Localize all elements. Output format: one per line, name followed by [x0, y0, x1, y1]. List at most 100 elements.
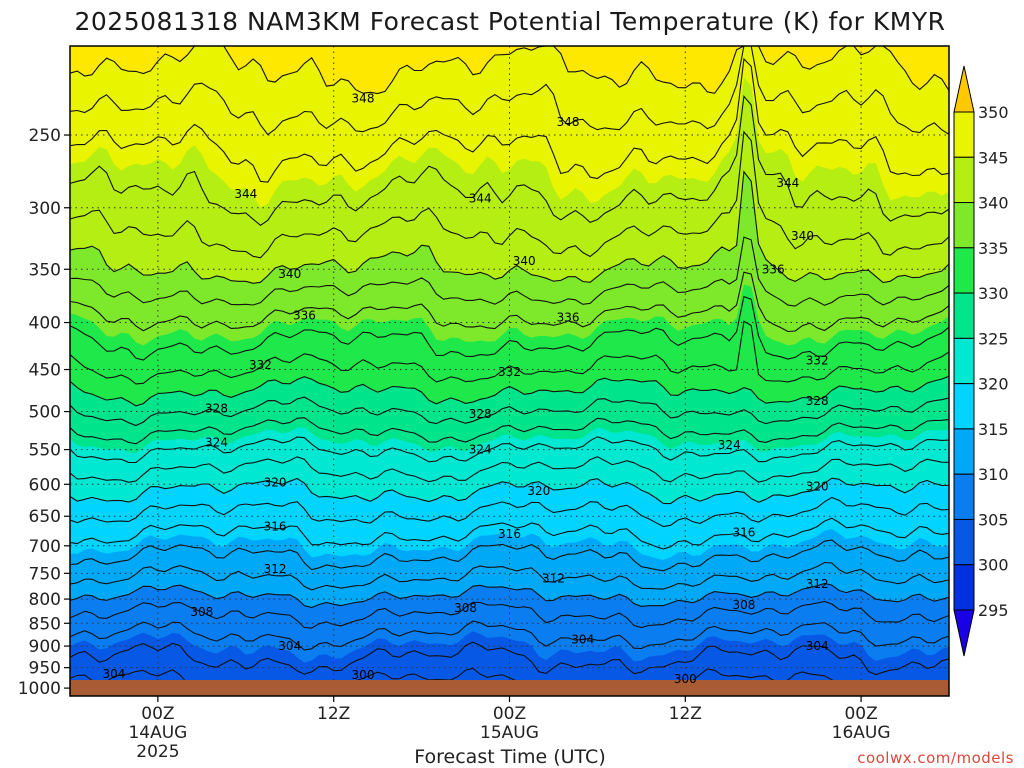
- colorbar-label: 340: [978, 194, 1009, 213]
- colorbar-label: 300: [978, 556, 1009, 575]
- contour-label: 344: [469, 191, 492, 205]
- contour-label: 340: [791, 229, 814, 243]
- y-tick-label: 250: [29, 126, 61, 146]
- colorbar-top-arrow: [953, 65, 975, 113]
- isentrope-306: [70, 620, 949, 651]
- y-tick-label: 800: [29, 590, 61, 610]
- plot-grid: [70, 46, 949, 696]
- colorbar-bottom-arrow: [953, 609, 975, 657]
- contour-label: 304: [571, 632, 594, 646]
- contour-label: 312: [264, 562, 287, 576]
- y-tick-label: 950: [29, 659, 61, 679]
- x-axis-label: Forecast Time (UTC): [414, 746, 605, 768]
- contour-label: 320: [264, 475, 287, 489]
- contour-label: 324: [469, 443, 492, 457]
- contour-label: 344: [234, 187, 257, 201]
- isentrope-310: [70, 582, 949, 609]
- contour-label: 348: [352, 91, 375, 105]
- contour-label: 300: [674, 672, 697, 686]
- y-tick-label: 1000: [18, 679, 61, 699]
- isentrope-338: [70, 236, 949, 307]
- x-tick-label: 12Z: [317, 704, 350, 724]
- colorbar-label: 345: [978, 148, 1009, 167]
- isentrope-346: [70, 57, 949, 183]
- colorbar-label: 315: [978, 420, 1009, 439]
- colorbar-label: 350: [978, 103, 1009, 122]
- contour-label: 316: [498, 527, 521, 541]
- colorbar-segment: [953, 337, 975, 385]
- colorbar-segment: [953, 111, 975, 158]
- x-tick-label: 00Z: [844, 704, 877, 724]
- isentrope-308: [70, 600, 949, 629]
- contour-label: 324: [718, 438, 741, 452]
- ground-surface: [70, 680, 949, 696]
- y-tick-label: 350: [29, 260, 61, 280]
- band-345: [70, 46, 949, 208]
- contour-label: 336: [762, 262, 785, 276]
- colorbar-label: 330: [978, 284, 1009, 303]
- y-tick-label: 450: [29, 361, 61, 381]
- contour-label: 308: [190, 605, 213, 619]
- isentrope-326: [70, 417, 949, 445]
- contour-label: 300: [352, 668, 375, 682]
- contour-label: 316: [732, 525, 755, 539]
- x-tick-label: 16AUG: [832, 723, 891, 743]
- y-tick-label: 700: [29, 537, 61, 557]
- x-tick-label: 12Z: [669, 704, 702, 724]
- isentrope-334: [70, 295, 949, 361]
- y-tick-label: 300: [29, 199, 61, 219]
- y-tick-label: 750: [29, 564, 61, 584]
- y-tick-label: 550: [29, 441, 61, 461]
- y-tick-label: 850: [29, 614, 61, 634]
- colorbar-label: 325: [978, 329, 1009, 348]
- chart-title: 2025081318 NAM3KM Forecast Potential Tem…: [75, 7, 946, 36]
- isentrope-324: [70, 436, 949, 464]
- contour-label: 328: [806, 394, 829, 408]
- contour-label: 332: [498, 365, 521, 379]
- colorbar-segment: [953, 428, 975, 475]
- contour-label: 348: [557, 115, 580, 129]
- credit-text: coolwx.com/models: [857, 749, 1014, 767]
- contour-label: 344: [776, 176, 799, 190]
- colorbar-segment: [953, 518, 975, 566]
- colorbar-label: 295: [978, 601, 1009, 620]
- colorbar-label: 305: [978, 510, 1009, 529]
- colorbar-segment: [953, 156, 975, 204]
- x-tick-label: 14AUG: [128, 723, 187, 743]
- colorbar: 350 345 340 335 330 325 320 315 310 305 300 295: [953, 65, 1009, 657]
- contour-label: 336: [557, 311, 580, 325]
- y-tick-label: 900: [29, 637, 61, 657]
- y-tick-label: 600: [29, 475, 61, 495]
- colorbar-segment: [953, 383, 975, 430]
- contour-label: 340: [278, 267, 301, 281]
- isentrope-320: [70, 477, 949, 505]
- y-tick-label: 650: [29, 507, 61, 527]
- contour-label: 312: [542, 572, 565, 586]
- contour-label: 304: [102, 667, 125, 681]
- contour-labels: 348 348 344 344 344 340 340 340 336 336 336 332 332 3…: [102, 91, 828, 686]
- colorbar-segment: [953, 473, 975, 520]
- colorbar-segment: [953, 564, 975, 611]
- contour-label: 320: [806, 479, 829, 493]
- y-tick-label: 500: [29, 403, 61, 423]
- isentrope-322: [70, 456, 949, 483]
- isentrope-340: [70, 170, 949, 284]
- isentrope-342: [70, 130, 949, 259]
- isentrope-330: [70, 375, 949, 407]
- colorbar-segment: [953, 292, 975, 339]
- band-350: [70, 46, 949, 94]
- isentrope-350: [70, 46, 949, 95]
- colorbar-segment: [953, 247, 975, 294]
- contour-label: 328: [205, 401, 228, 415]
- y-axis-ticks: 250 300 350 400 450 500 550 600 650 700 750 800 850 9…: [18, 126, 70, 699]
- contour-label: 320: [527, 484, 550, 498]
- isentrope-348: [70, 46, 949, 136]
- y-tick-label: 400: [29, 314, 61, 334]
- contour-label: 316: [264, 520, 287, 534]
- contour-label: 312: [806, 577, 829, 591]
- contour-label: 304: [278, 639, 301, 653]
- contour-label: 336: [293, 308, 316, 322]
- colorbar-label: 335: [978, 239, 1009, 258]
